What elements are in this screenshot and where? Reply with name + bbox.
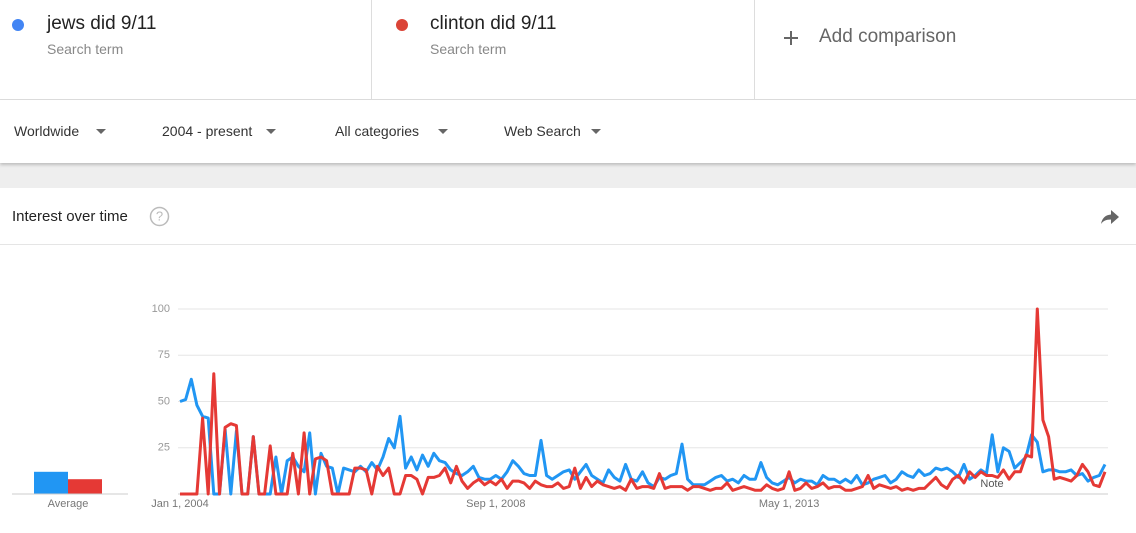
x-tick-label: Sep 1, 2008: [466, 498, 525, 510]
filter-bar: Worldwide 2004 - present All categories Web…: [0, 100, 1136, 163]
divider: [0, 244, 1136, 245]
y-tick-label: 25: [158, 442, 170, 454]
term-dot: [12, 19, 24, 31]
term-2[interactable]: clinton did 9/11 Search term: [372, 0, 755, 99]
filter-dropdown[interactable]: 2004 - present: [162, 123, 253, 139]
card-title: Interest over time: [12, 208, 128, 225]
add-comparison[interactable]: Add comparison: [755, 0, 1136, 99]
filter-dropdown[interactable]: Worldwide: [14, 123, 80, 139]
y-tick-label: 75: [158, 349, 170, 361]
x-tick-label: Jan 1, 2004: [151, 498, 209, 510]
svg-text:?: ?: [156, 208, 163, 223]
term-name: clinton did 9/11: [430, 13, 557, 34]
annotation: Note: [980, 478, 1003, 490]
y-tick-label: 100: [152, 303, 170, 315]
dropdown-arrow: [591, 129, 601, 134]
average-label: Average: [48, 498, 89, 510]
term-dot: [396, 19, 408, 31]
header: jews did 9/11 Search term clinton did 9/…: [0, 0, 1136, 100]
add-comparison-label: Add comparison: [819, 26, 957, 47]
term-subtitle: Search term: [430, 41, 507, 57]
filter-dropdown[interactable]: Web Search: [504, 123, 581, 139]
dropdown-arrow: [438, 129, 448, 134]
share-icon[interactable]: [1100, 209, 1120, 225]
help-icon[interactable]: ?: [149, 206, 170, 227]
x-tick-label: May 1, 2013: [759, 498, 820, 510]
term-subtitle: Search term: [47, 41, 124, 57]
average-bar: [34, 471, 68, 494]
dropdown-arrow: [96, 129, 106, 134]
y-tick-label: 50: [158, 395, 170, 407]
series-line: [180, 307, 1107, 496]
plus-icon: [784, 31, 798, 45]
term-1[interactable]: jews did 9/11 Search term: [0, 0, 372, 99]
average-bar: [68, 479, 102, 494]
filters: Worldwide 2004 - present All categories Web…: [0, 100, 1136, 163]
term-name: jews did 9/11: [47, 13, 157, 34]
series-line: [179, 377, 1107, 496]
dropdown-arrow: [266, 129, 276, 134]
gray-band: [0, 163, 1136, 188]
filter-dropdown[interactable]: All categories: [335, 123, 420, 139]
